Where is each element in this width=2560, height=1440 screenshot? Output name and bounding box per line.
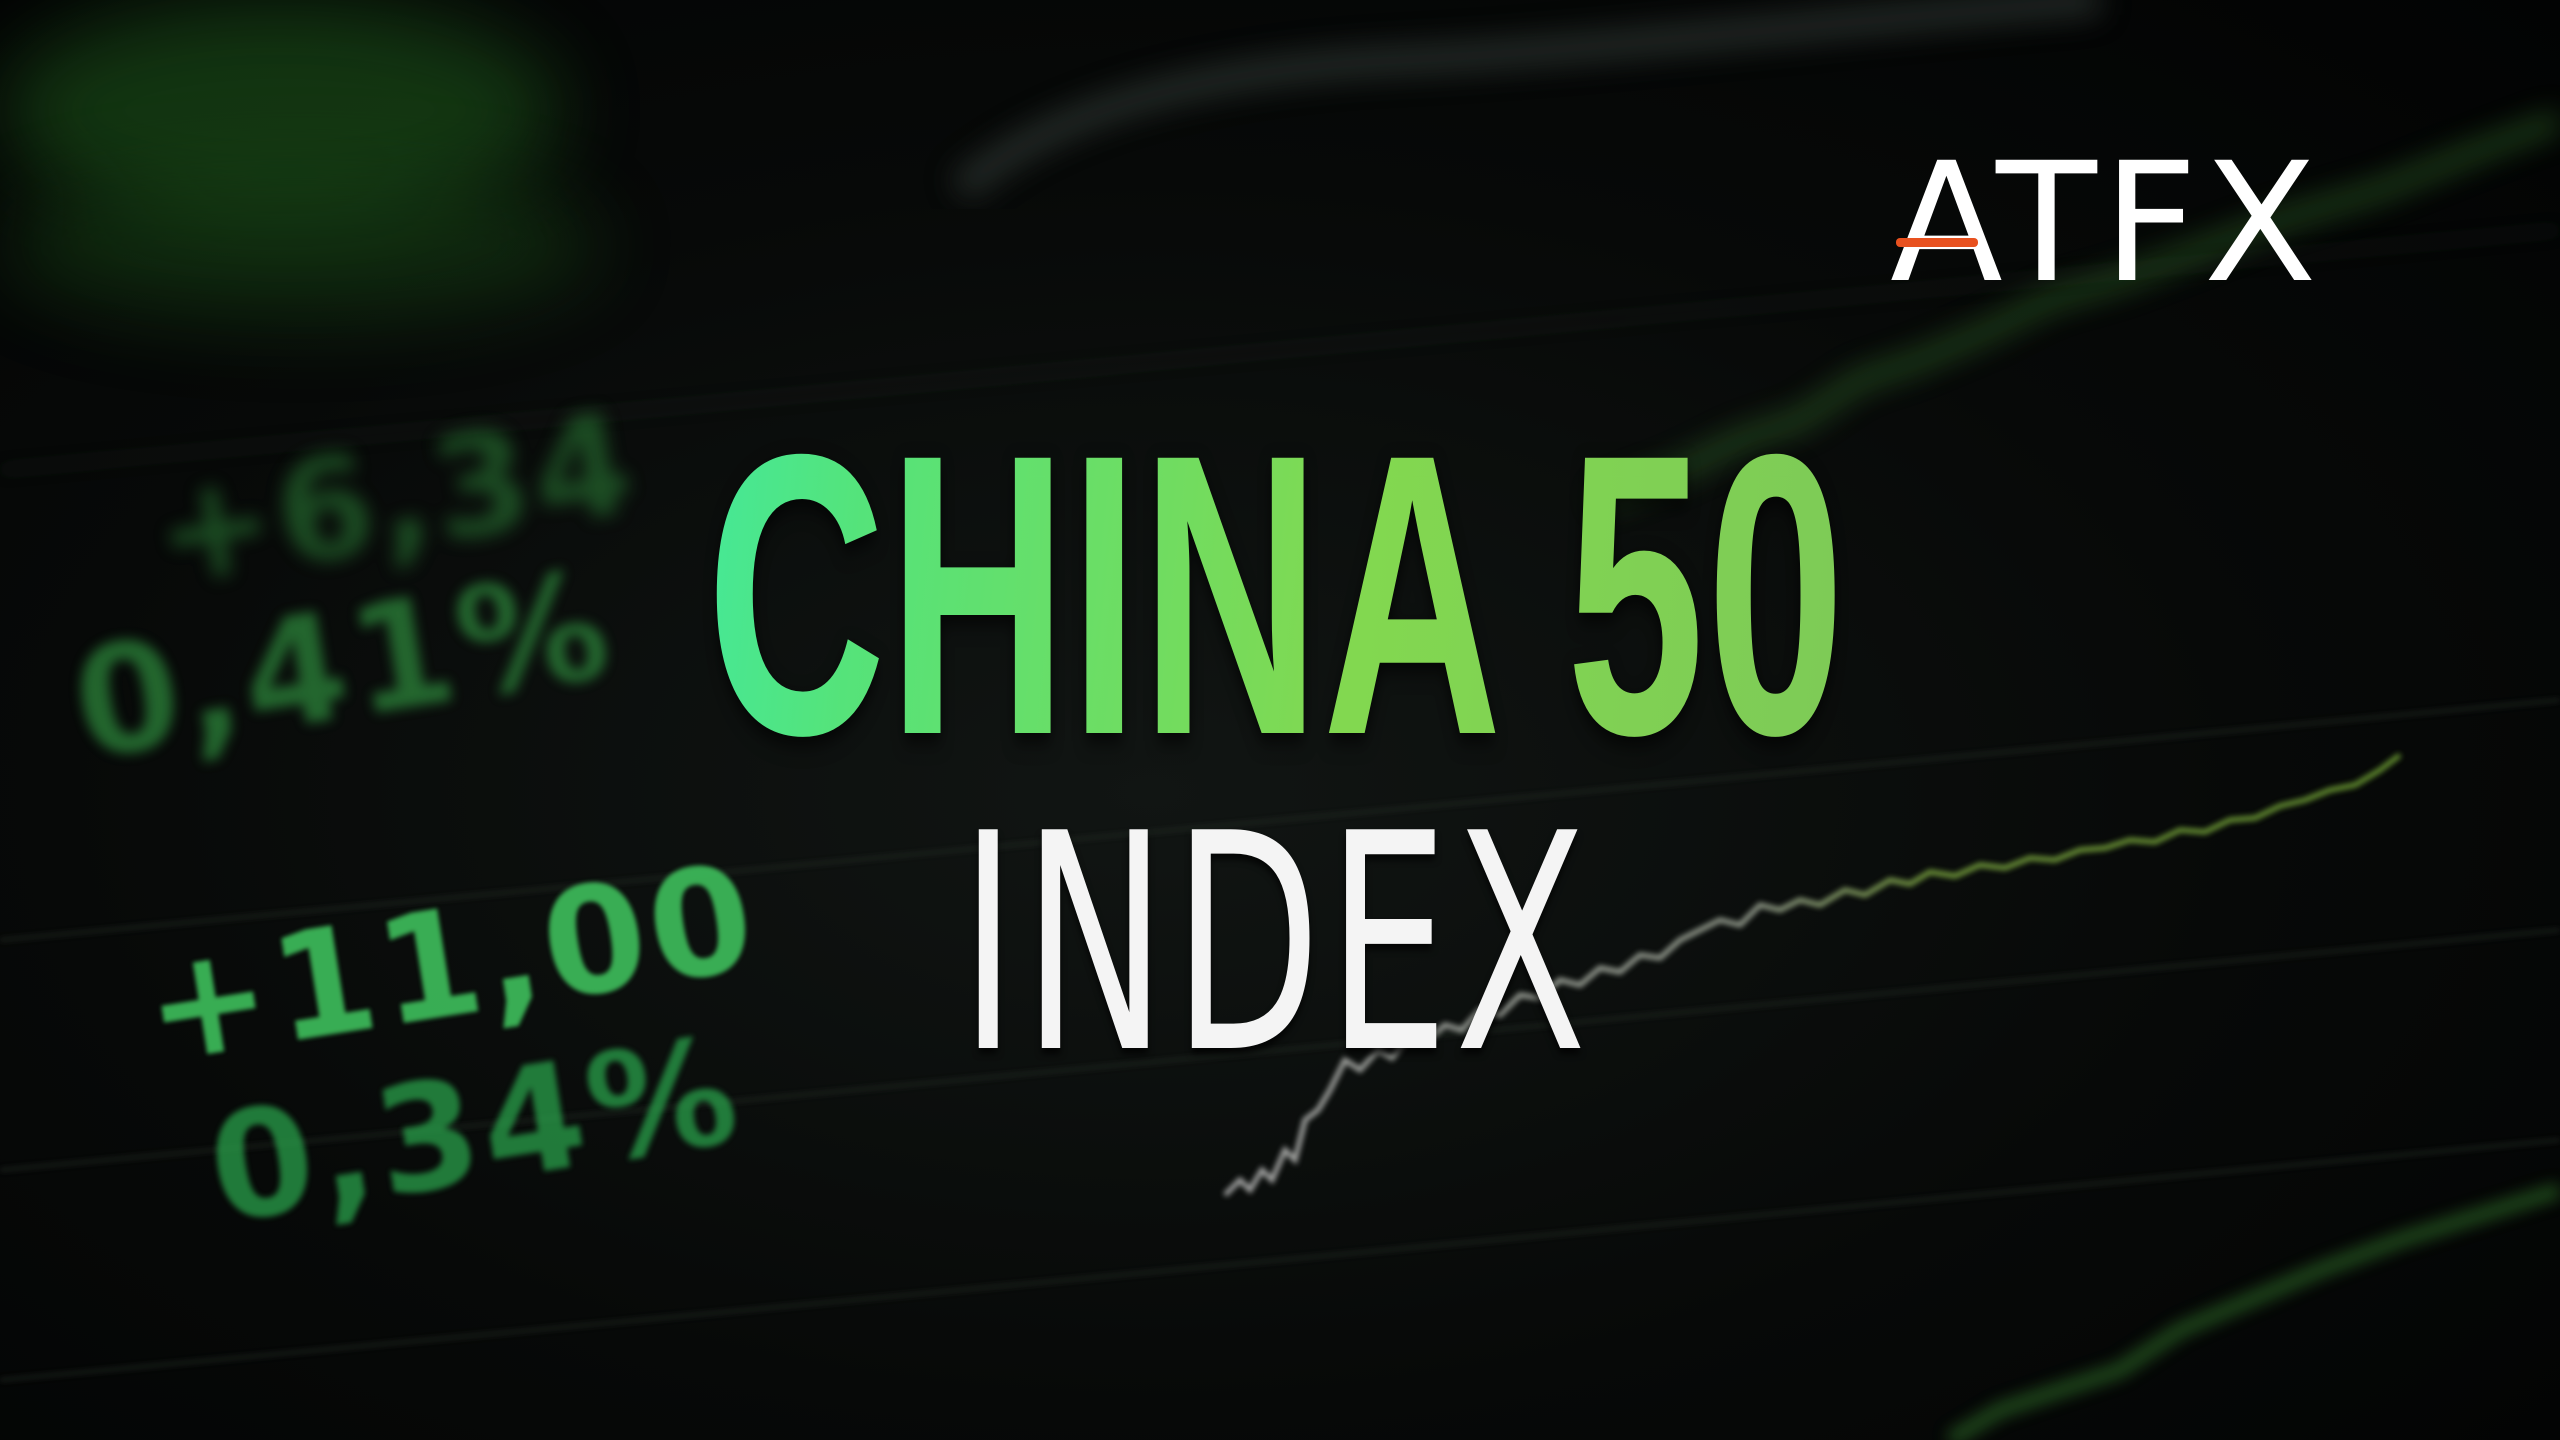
upper-chart-line xyxy=(1597,112,2560,508)
atfx-logo: ATFX xyxy=(1890,127,2330,319)
main-chart-line xyxy=(1223,753,2402,1197)
lower-chart-line xyxy=(1946,1183,2560,1440)
title-sub: INDEX xyxy=(959,770,1593,1119)
logo-text: ATFX xyxy=(1890,127,2323,319)
logo-accent-bar xyxy=(1896,238,1978,247)
title-main: CHINA 50 xyxy=(483,395,2070,795)
glow-top-left xyxy=(0,0,560,220)
glow-top-left-2 xyxy=(0,170,600,320)
top-curve xyxy=(950,0,2102,202)
